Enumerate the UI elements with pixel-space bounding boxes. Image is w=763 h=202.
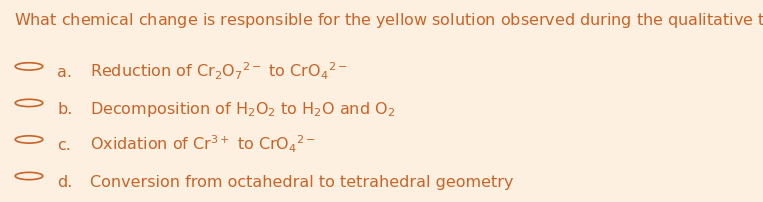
Text: Reduction of Cr$_{2}$O$_{7}$$^{2-}$ to CrO$_{4}$$^{2-}$: Reduction of Cr$_{2}$O$_{7}$$^{2-}$ to C… <box>90 60 347 81</box>
Text: b.: b. <box>57 101 72 116</box>
Text: What chemical change is responsible for the yellow solution observed during the : What chemical change is responsible for … <box>14 10 763 31</box>
Text: Oxidation of Cr$^{3+}$ to CrO$_{4}$$^{2-}$: Oxidation of Cr$^{3+}$ to CrO$_{4}$$^{2-… <box>90 133 316 154</box>
Text: d.: d. <box>57 174 72 189</box>
Text: a.: a. <box>57 65 72 80</box>
Text: c.: c. <box>57 138 71 153</box>
Text: Decomposition of H$_{2}$O$_{2}$ to H$_{2}$O and O$_{2}$: Decomposition of H$_{2}$O$_{2}$ to H$_{2… <box>90 99 395 118</box>
Text: Conversion from octahedral to tetrahedral geometry: Conversion from octahedral to tetrahedra… <box>90 174 513 189</box>
